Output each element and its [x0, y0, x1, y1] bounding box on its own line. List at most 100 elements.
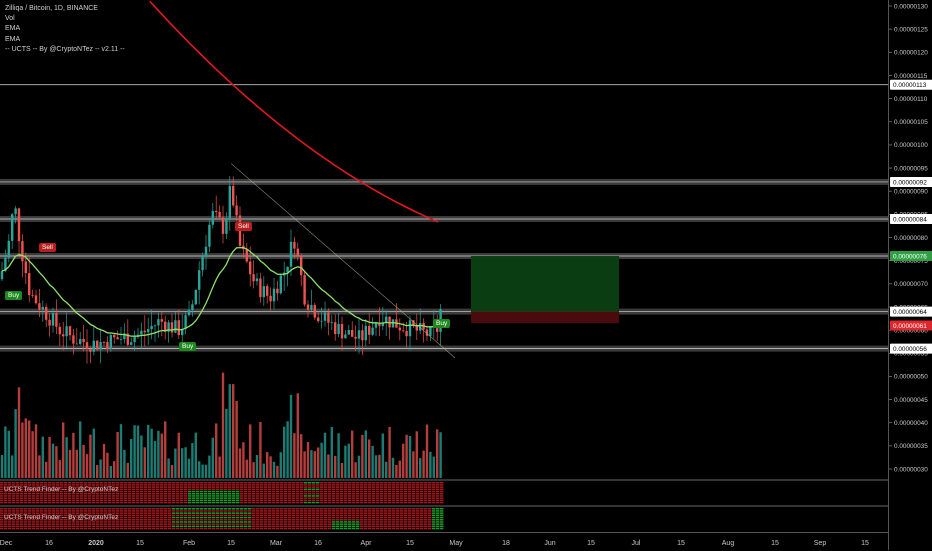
- trend-cell: [104, 497, 108, 499]
- time-axis[interactable]: Dec 16 2020 15 Feb 15 Mar 16 Apr 15 May 18 Jun 15 Jul 1…: [0, 532, 888, 551]
- trend-cell: [236, 512, 240, 514]
- trend-cell: [176, 482, 180, 484]
- legend-ema-2[interactable]: EMA: [5, 35, 21, 43]
- trend-cell: [360, 523, 364, 525]
- trend-cell: [428, 482, 432, 484]
- price-tick-label: 0.00000045: [894, 397, 928, 404]
- trend-cell: [312, 497, 316, 499]
- trend-cell: [152, 516, 156, 519]
- trend-cell: [336, 486, 340, 488]
- trend-cell: [84, 484, 88, 486]
- candle-body: [218, 212, 221, 218]
- trend-cell: [72, 516, 76, 519]
- trend-cell: [72, 501, 76, 504]
- volume-bar: [425, 424, 429, 478]
- trend-cell: [224, 527, 228, 530]
- candle-body: [286, 266, 289, 273]
- trend-cell: [348, 521, 352, 523]
- trend-cell: [32, 484, 36, 486]
- trend-cell: [212, 525, 216, 528]
- trend-cell: [300, 488, 304, 491]
- trend-cell: [304, 499, 308, 502]
- trend-cell: [8, 510, 12, 512]
- price-chart[interactable]: [0, 0, 888, 550]
- trend-cell: [60, 519, 64, 521]
- legend-ucts[interactable]: -- UCTS -- By @CryptoNTez -- v2.11 --: [5, 45, 125, 53]
- price-scale[interactable]: 0.000001300.000001250.000001200.00000115…: [888, 0, 932, 550]
- trend-cell: [176, 512, 180, 514]
- trend-cell: [8, 482, 12, 484]
- trend-cell: [256, 512, 260, 514]
- trend-cell: [128, 486, 132, 488]
- trend-cell: [384, 501, 388, 504]
- trend-cell: [328, 497, 332, 499]
- trend-cell: [116, 499, 120, 502]
- trend-cell: [80, 512, 84, 514]
- trend-cell: [400, 484, 404, 486]
- trend-cell: [304, 493, 308, 495]
- trend-cell: [432, 501, 436, 504]
- trend-cell: [4, 486, 8, 488]
- trend-cell: [124, 495, 128, 497]
- trend-cell: [120, 512, 124, 514]
- trend-cell: [140, 484, 144, 486]
- trend-cell: [200, 512, 204, 514]
- trend-cell: [4, 510, 8, 512]
- trend-cell: [328, 519, 332, 521]
- trend-cell: [400, 493, 404, 495]
- trend-cell: [96, 521, 100, 523]
- trend-cell: [412, 527, 416, 530]
- trend-cell: [136, 510, 140, 512]
- volume-bar: [191, 443, 194, 478]
- trend-cell: [324, 486, 328, 488]
- trend-cell: [144, 495, 148, 497]
- candle-body: [96, 340, 99, 350]
- trend-cell: [108, 482, 112, 484]
- trend-cell: [440, 521, 444, 523]
- trend-cell: [240, 495, 244, 497]
- volume-bar: [123, 449, 126, 478]
- trend-cell: [80, 484, 84, 486]
- trend-cell: [364, 508, 368, 510]
- trend-cell: [200, 493, 204, 495]
- trend-cell: [304, 525, 308, 528]
- legend-volume[interactable]: Vol: [5, 15, 15, 23]
- symbol-title[interactable]: Zilliqa / Bitcoin, 1D, BINANCE: [5, 5, 98, 12]
- trend-cell: [196, 521, 200, 523]
- trend-cell: [228, 499, 232, 502]
- trend-cell: [400, 516, 404, 519]
- trend-cell: [388, 495, 392, 497]
- trend-cell: [20, 514, 24, 517]
- trend-cell: [136, 482, 140, 484]
- trend-cell: [312, 501, 316, 504]
- trend-cell: [408, 512, 412, 514]
- trend-cell: [68, 501, 72, 504]
- trend-cell: [80, 493, 84, 495]
- trend-cell: [204, 486, 208, 488]
- trend-cell: [100, 484, 104, 486]
- trend-cell: [308, 516, 312, 519]
- trend-cell: [24, 495, 28, 497]
- trend-cell: [408, 525, 412, 528]
- trend-cell: [260, 493, 264, 495]
- candle-body: [327, 312, 330, 323]
- trend-cell: [212, 508, 216, 510]
- trend-cell: [260, 519, 264, 521]
- long-position-tool[interactable]: [471, 256, 619, 324]
- trend-cell: [184, 493, 188, 495]
- trend-cell: [36, 510, 40, 512]
- trend-cell: [228, 484, 232, 486]
- trend-cell: [0, 512, 4, 514]
- trend-cell: [100, 495, 104, 497]
- trend-cell: [388, 516, 392, 519]
- volume-bar: [89, 434, 92, 478]
- volume-bar: [337, 433, 340, 478]
- time-label: 15: [406, 540, 414, 547]
- trend-cell: [168, 510, 172, 512]
- trend-cell: [44, 497, 48, 499]
- trend-cell: [124, 499, 128, 502]
- time-label: Sep: [814, 540, 827, 547]
- time-label: Apr: [361, 540, 373, 547]
- legend-ema-1[interactable]: EMA: [5, 25, 21, 33]
- trend-cell: [44, 510, 48, 512]
